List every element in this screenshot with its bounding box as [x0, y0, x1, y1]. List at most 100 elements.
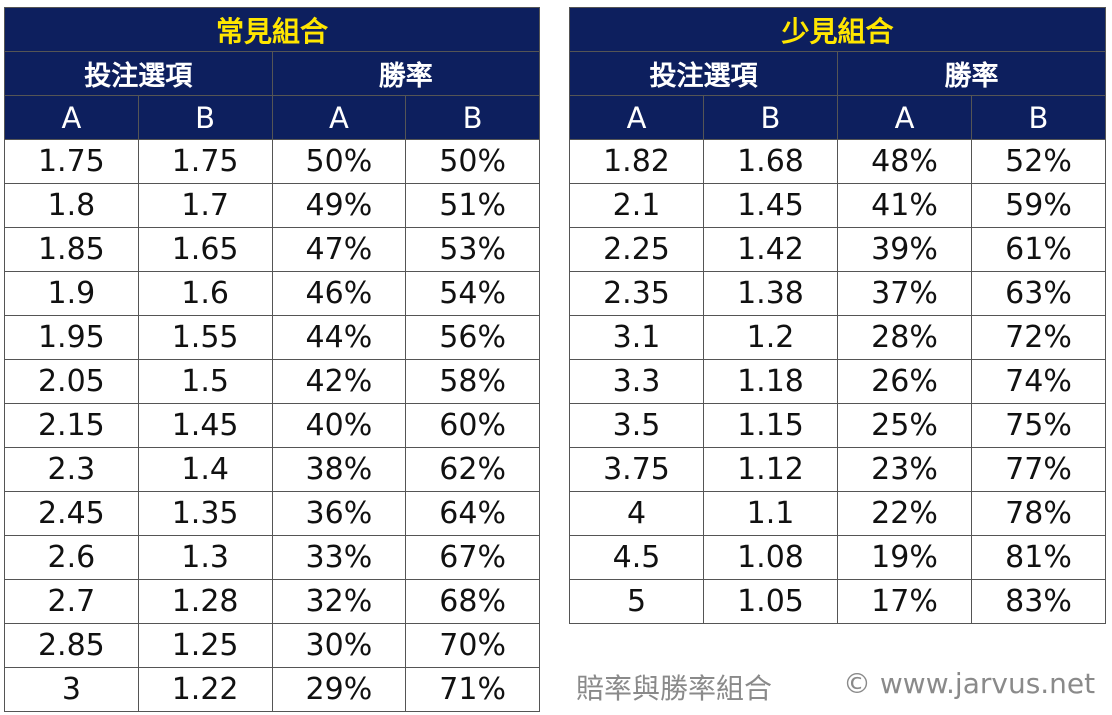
winrate-b-cell: 75% — [971, 403, 1106, 448]
winrate-b-cell: 52% — [971, 139, 1106, 184]
winrate-b-cell: 62% — [405, 447, 540, 492]
winrate-a-cell: 28% — [837, 315, 972, 360]
table-row: 1.9 1.6 46% 54% — [4, 271, 540, 316]
table-row: 4 1.1 22% 78% — [569, 491, 1106, 536]
odds-b-cell: 1.1 — [703, 491, 838, 536]
table-title: 少見組合 — [569, 7, 1106, 52]
winrate-a-cell: 47% — [271, 227, 407, 272]
winrate-b-cell: 59% — [971, 183, 1106, 228]
table-row: 2.35 1.38 37% 63% — [569, 271, 1106, 316]
odds-b-cell: 1.55 — [137, 315, 273, 360]
winrate-a-cell: 36% — [271, 491, 407, 536]
table-row: 1.75 1.75 50% 50% — [4, 139, 540, 184]
odds-b-cell: 1.42 — [703, 227, 838, 272]
winrate-a-cell: 33% — [271, 535, 407, 580]
odds-a-cell: 2.45 — [4, 491, 139, 536]
table-row: 2.6 1.3 33% 67% — [4, 535, 540, 580]
winrate-b-cell: 56% — [405, 315, 540, 360]
winrate-a-cell: 49% — [271, 183, 407, 228]
winrate-a-cell: 40% — [271, 403, 407, 448]
table-body: 1.82 1.68 48% 52% 2.1 1.45 41% 59% 2.25 1.42 39% 61… — [569, 139, 1106, 624]
odds-a-cell: 3.1 — [569, 315, 704, 360]
odds-a-cell: 1.9 — [4, 271, 139, 316]
winrate-b-cell: 72% — [971, 315, 1106, 360]
table-row: 2.1 1.45 41% 59% — [569, 183, 1106, 228]
winrate-a-cell: 26% — [837, 359, 972, 404]
table-row: 2.85 1.25 30% 70% — [4, 623, 540, 668]
odds-a-cell: 4 — [569, 491, 704, 536]
winrate-header: 勝率 — [271, 51, 540, 96]
odds-a-cell: 2.6 — [4, 535, 139, 580]
winrate-b-cell: 67% — [405, 535, 540, 580]
odds-a-cell: 3.75 — [569, 447, 704, 492]
odds-a-cell: 1.95 — [4, 315, 139, 360]
winrate-b-cell: 78% — [971, 491, 1106, 536]
odds-a-cell: 3.3 — [569, 359, 704, 404]
winrate-b-cell: 71% — [405, 667, 540, 712]
winrate-a-cell: 32% — [271, 579, 407, 624]
table-row: 2.3 1.4 38% 62% — [4, 447, 540, 492]
image-caption: 賠率與勝率組合 — [576, 672, 773, 705]
col-odds-a: A — [569, 95, 704, 140]
winrate-b-cell: 50% — [405, 139, 540, 184]
odds-b-cell: 1.6 — [137, 271, 273, 316]
winrate-a-cell: 50% — [271, 139, 407, 184]
winrate-a-cell: 38% — [271, 447, 407, 492]
odds-b-cell: 1.45 — [703, 183, 838, 228]
odds-b-cell: 1.7 — [137, 183, 273, 228]
winrate-a-cell: 46% — [271, 271, 407, 316]
col-odds-b: B — [137, 95, 273, 140]
winrate-a-cell: 25% — [837, 403, 972, 448]
odds-b-cell: 1.22 — [137, 667, 273, 712]
col-odds-a: A — [4, 95, 139, 140]
odds-a-cell: 1.85 — [4, 227, 139, 272]
table-row: 1.82 1.68 48% 52% — [569, 139, 1106, 184]
table-row: 2.25 1.42 39% 61% — [569, 227, 1106, 272]
odds-b-cell: 1.38 — [703, 271, 838, 316]
winrate-a-cell: 42% — [271, 359, 407, 404]
winrate-a-cell: 44% — [271, 315, 407, 360]
odds-b-cell: 1.3 — [137, 535, 273, 580]
table-row: 3.5 1.15 25% 75% — [569, 403, 1106, 448]
winrate-b-cell: 83% — [971, 579, 1106, 624]
odds-a-cell: 3 — [4, 667, 139, 712]
winrate-b-cell: 68% — [405, 579, 540, 624]
winrate-a-cell: 30% — [271, 623, 407, 668]
winrate-b-cell: 74% — [971, 359, 1106, 404]
winrate-b-cell: 64% — [405, 491, 540, 536]
winrate-a-cell: 39% — [837, 227, 972, 272]
table-row: 1.85 1.65 47% 53% — [4, 227, 540, 272]
winrate-a-cell: 19% — [837, 535, 972, 580]
odds-a-cell: 5 — [569, 579, 704, 624]
winrate-b-cell: 81% — [971, 535, 1106, 580]
table-row: 1.95 1.55 44% 56% — [4, 315, 540, 360]
copyright-notice: © www.jarvus.net — [843, 667, 1096, 700]
winrate-a-cell: 41% — [837, 183, 972, 228]
odds-a-cell: 2.15 — [4, 403, 139, 448]
table-row: 3.3 1.18 26% 74% — [569, 359, 1106, 404]
options-header: 投注選項 — [4, 51, 273, 96]
winrate-a-cell: 23% — [837, 447, 972, 492]
table-body: 1.75 1.75 50% 50% 1.8 1.7 49% 51% 1.85 1.65 47% 53%… — [4, 139, 540, 712]
winrate-a-cell: 37% — [837, 271, 972, 316]
winrate-b-cell: 63% — [971, 271, 1106, 316]
winrate-b-cell: 51% — [405, 183, 540, 228]
odds-a-cell: 2.7 — [4, 579, 139, 624]
winrate-a-cell: 29% — [271, 667, 407, 712]
winrate-b-cell: 70% — [405, 623, 540, 668]
odds-b-cell: 1.2 — [703, 315, 838, 360]
winrate-b-cell: 53% — [405, 227, 540, 272]
odds-a-cell: 4.5 — [569, 535, 704, 580]
odds-b-cell: 1.08 — [703, 535, 838, 580]
col-winrate-b: B — [405, 95, 540, 140]
odds-b-cell: 1.12 — [703, 447, 838, 492]
odds-b-cell: 1.68 — [703, 139, 838, 184]
col-winrate-b: B — [971, 95, 1106, 140]
winrate-b-cell: 58% — [405, 359, 540, 404]
table-row: 4.5 1.08 19% 81% — [569, 535, 1106, 580]
odds-a-cell: 2.05 — [4, 359, 139, 404]
odds-b-cell: 1.75 — [137, 139, 273, 184]
table-row: 2.45 1.35 36% 64% — [4, 491, 540, 536]
table-row: 2.05 1.5 42% 58% — [4, 359, 540, 404]
odds-b-cell: 1.4 — [137, 447, 273, 492]
